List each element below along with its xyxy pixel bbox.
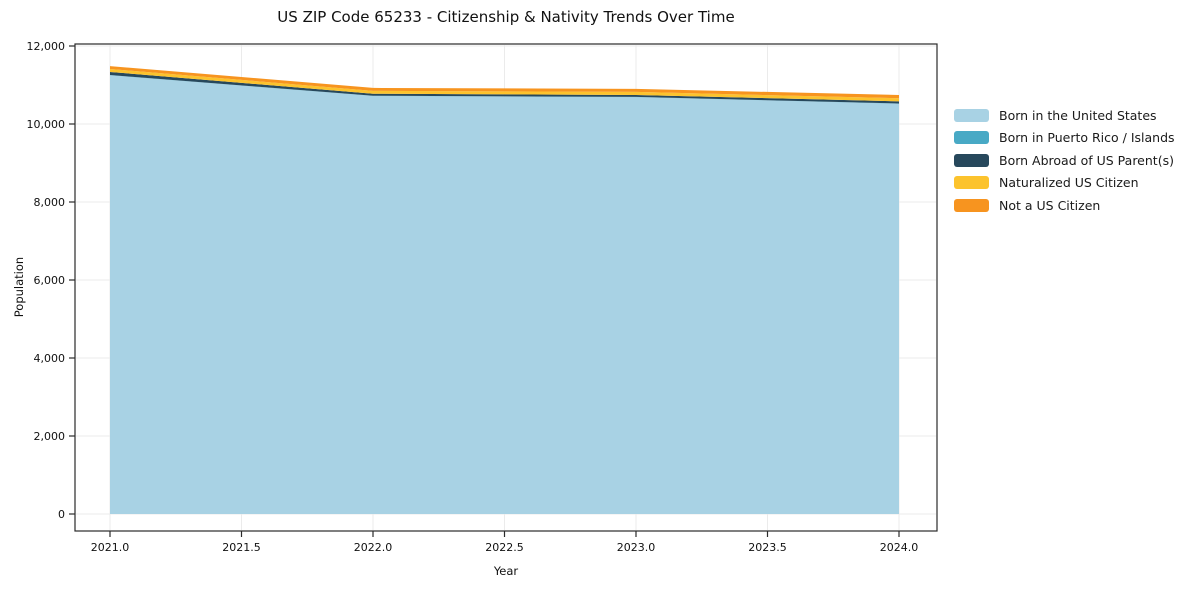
legend-swatch-icon: [954, 153, 989, 167]
legend-label: Born in Puerto Rico / Islands: [999, 130, 1175, 146]
legend-item: Not a US Citizen: [954, 194, 1175, 217]
y-tick-label: 4,000: [34, 352, 66, 365]
tick-labels: 2021.0 2021.5 2022.0 2022.5 2023.0 2023.5 2024…: [27, 40, 919, 554]
x-tick-label: 2021.0: [91, 541, 130, 554]
legend-label: Not a US Citizen: [999, 197, 1101, 213]
chart-title: US ZIP Code 65233 - Citizenship & Nativi…: [277, 8, 735, 26]
y-tick-label: 6,000: [34, 274, 66, 287]
legend-swatch-icon: [954, 108, 989, 122]
axes-frame: [74, 43, 938, 532]
legend-swatch-icon: [954, 176, 989, 190]
x-tick-label: 2022.0: [354, 541, 393, 554]
y-tick-label: 2,000: [34, 430, 66, 443]
legend-swatch-icon: [954, 198, 989, 212]
axis-ticks: [69, 45, 900, 537]
area-naturalized-us-citizen: [110, 69, 899, 102]
y-tick-label: 0: [58, 508, 65, 521]
x-tick-label: 2023.5: [748, 541, 787, 554]
x-tick-label: 2021.5: [222, 541, 261, 554]
x-tick-label: 2024.0: [880, 541, 919, 554]
legend-label: Born Abroad of US Parent(s): [999, 152, 1174, 168]
x-tick-label: 2023.0: [617, 541, 656, 554]
legend-swatch-icon: [954, 131, 989, 145]
legend-item: Born Abroad of US Parent(s): [954, 149, 1175, 172]
legend: Born in the United States Born in Puerto …: [954, 104, 1175, 217]
x-tick-label: 2022.5: [485, 541, 524, 554]
legend-label: Naturalized US Citizen: [999, 175, 1139, 191]
area-not-a-us-citizen: [110, 66, 899, 99]
stacked-areas: [110, 66, 899, 514]
y-axis-label: Population: [12, 256, 26, 318]
area-born-in-the-united-states: [110, 75, 899, 514]
area-born-abroad-of-us-parent-s-: [110, 71, 899, 104]
x-axis-label: Year: [493, 564, 519, 578]
legend-item: Born in the United States: [954, 104, 1175, 127]
legend-item: Naturalized US Citizen: [954, 172, 1175, 195]
y-tick-label: 12,000: [27, 40, 66, 53]
legend-item: Born in Puerto Rico / Islands: [954, 127, 1175, 150]
legend-label: Born in the United States: [999, 107, 1157, 123]
y-tick-label: 10,000: [27, 118, 66, 131]
y-tick-label: 8,000: [34, 196, 66, 209]
